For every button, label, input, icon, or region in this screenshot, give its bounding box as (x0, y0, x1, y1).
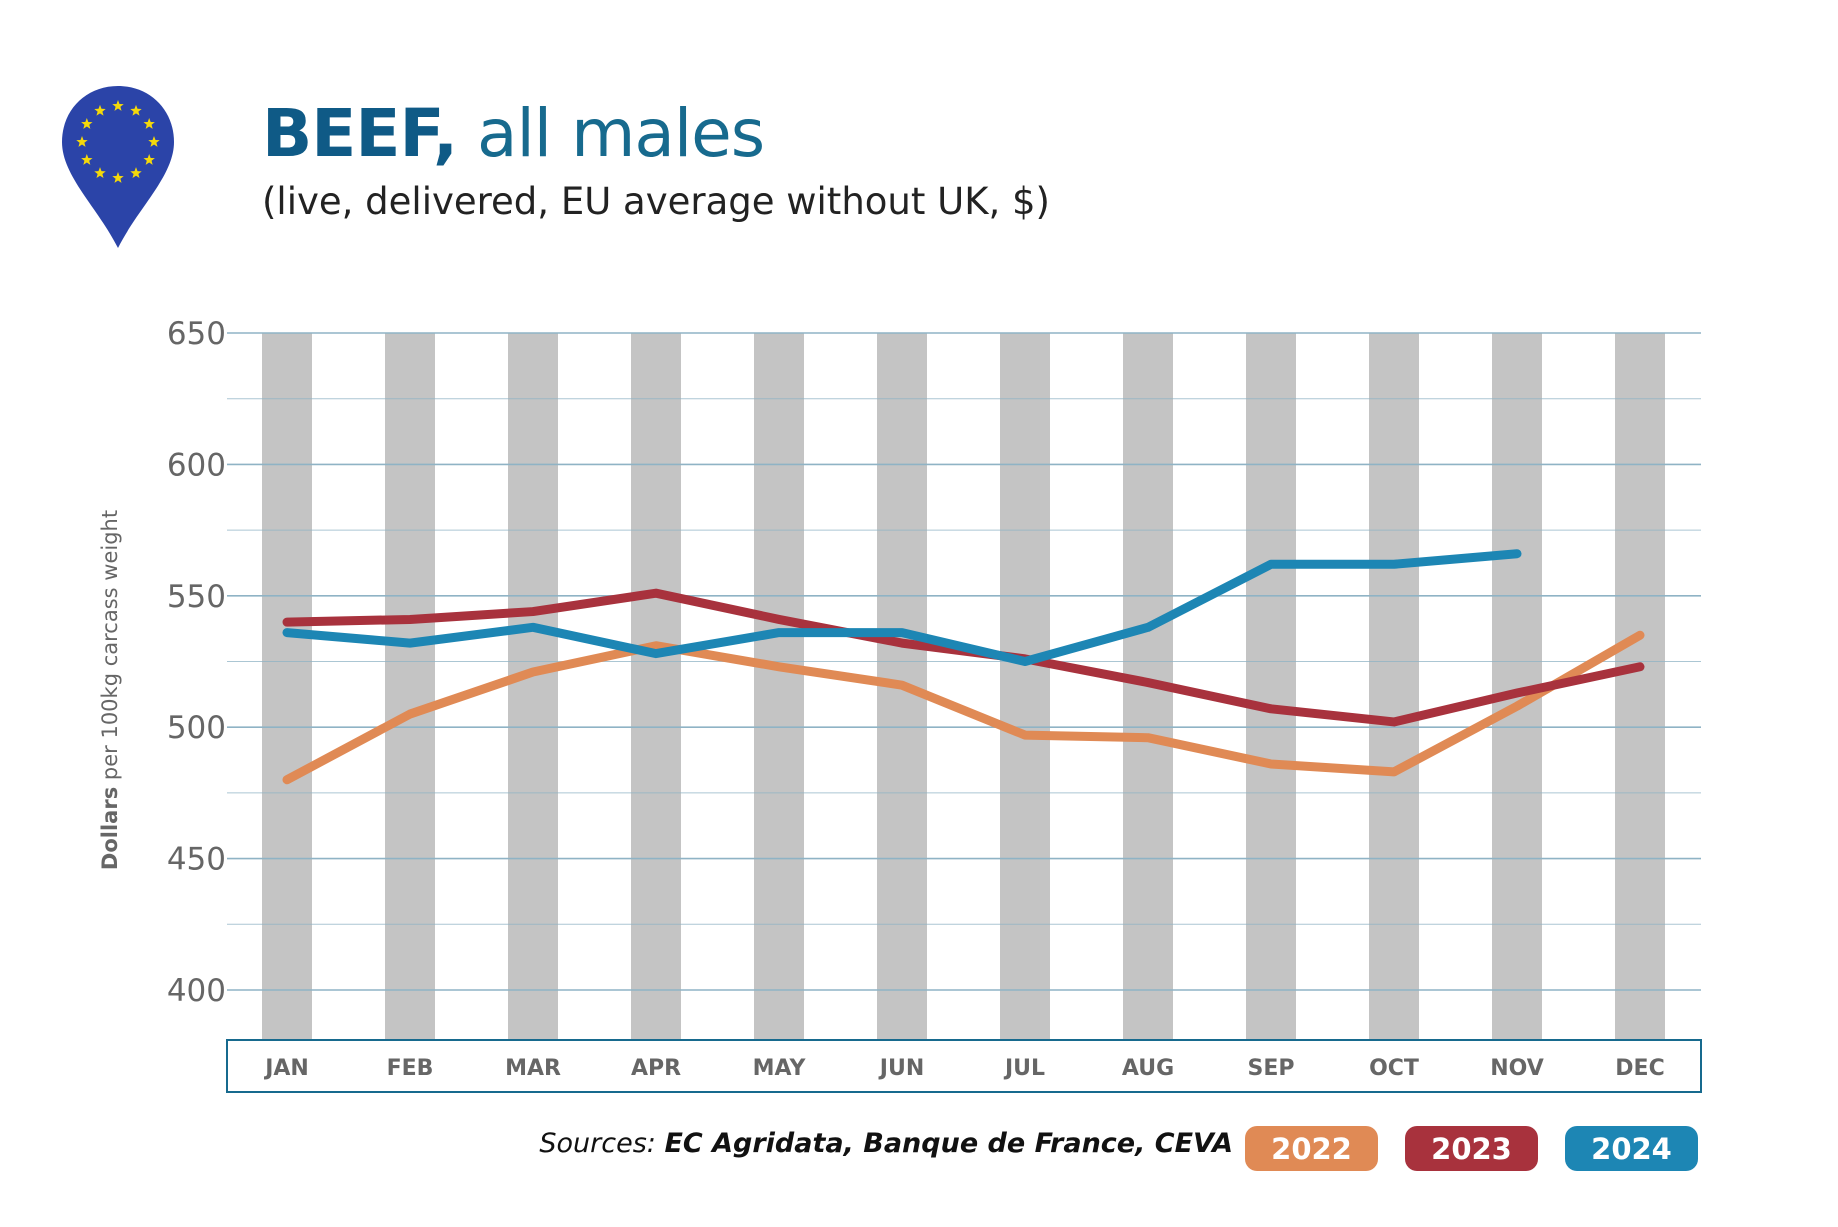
eu-flag-pin-icon (62, 86, 174, 248)
x-tick-label: NOV (1490, 1056, 1544, 1081)
chart-title: BEEF, all males (262, 95, 765, 172)
eu-star-icon (130, 167, 142, 179)
x-tick-label: JAN (263, 1056, 309, 1081)
x-axis-ticks: JAN FEB MAR APR MAY JUN JUL AUG SEP OCT NOV DEC (263, 1056, 1665, 1081)
month-band (1246, 333, 1296, 1040)
eu-star-icon (112, 172, 124, 183)
sources-names: EC Agridata, Banque de France, CEVA (664, 1128, 1233, 1159)
month-band (385, 333, 435, 1040)
x-axis-frame (226, 1039, 1702, 1093)
y-axis-ticks: 400 450 500 550 600 650 (167, 316, 226, 1009)
y-tick-label: 550 (167, 579, 226, 615)
y-tick-label: 600 (167, 447, 226, 483)
x-tick-label: JUL (1003, 1056, 1045, 1081)
x-tick-label: FEB (387, 1056, 434, 1081)
y-tick-label: 500 (167, 710, 226, 746)
series-line-2024 (282, 549, 1522, 666)
y-tick-label: 650 (167, 316, 226, 352)
month-band (508, 333, 558, 1040)
y-axis-label-rest: per 100kg carcass weight (98, 510, 122, 780)
x-tick-label: SEP (1248, 1056, 1295, 1081)
sources-note: Sources: EC Agridata, Banque de France, … (539, 1128, 1233, 1159)
month-band (754, 333, 804, 1040)
x-tick-label: MAR (505, 1056, 561, 1081)
y-axis-label-bold: Dollars (98, 787, 122, 870)
month-band (1000, 333, 1050, 1040)
y-axis-label: Dollars per 100kg carcass weight (98, 510, 122, 870)
eu-star-icon (76, 136, 88, 147)
chart-subtitle: (live, delivered, EU average without UK,… (262, 180, 1050, 223)
eu-star-icon (143, 118, 155, 129)
x-tick-label: OCT (1369, 1056, 1419, 1081)
sources-prefix: Sources: (539, 1128, 656, 1159)
title-bold: BEEF, (262, 95, 458, 172)
series-line-2022 (282, 630, 1645, 785)
y-tick-label: 400 (167, 973, 226, 1009)
series-line-2023 (282, 588, 1645, 727)
x-tick-label: DEC (1615, 1056, 1664, 1081)
eu-star-icon (148, 136, 160, 147)
x-tick-label: AUG (1122, 1056, 1174, 1081)
eu-star-icon (81, 154, 93, 165)
x-tick-label: MAY (753, 1056, 807, 1081)
eu-star-icon (94, 167, 106, 179)
month-bands (262, 333, 1665, 1040)
month-band (1615, 333, 1665, 1040)
month-band (1369, 333, 1419, 1040)
legend-2023: 2023 (1405, 1126, 1538, 1171)
legend-2024: 2024 (1565, 1126, 1698, 1171)
title-rest: all males (477, 95, 765, 172)
eu-star-icon (143, 154, 155, 165)
eu-star-icon (81, 118, 93, 129)
month-band (262, 333, 312, 1040)
y-tick-label: 450 (167, 842, 226, 878)
legend: 2022 2023 2024 (1245, 1126, 1698, 1171)
x-tick-label: JUN (878, 1056, 924, 1081)
eu-star-icon (112, 100, 124, 111)
eu-star-icon (94, 104, 106, 116)
eu-star-icon (130, 104, 142, 116)
x-tick-label: APR (631, 1056, 681, 1081)
gridlines (227, 332, 1701, 991)
legend-2022: 2022 (1245, 1126, 1378, 1171)
month-band (631, 333, 681, 1040)
series-lines (282, 549, 1645, 785)
